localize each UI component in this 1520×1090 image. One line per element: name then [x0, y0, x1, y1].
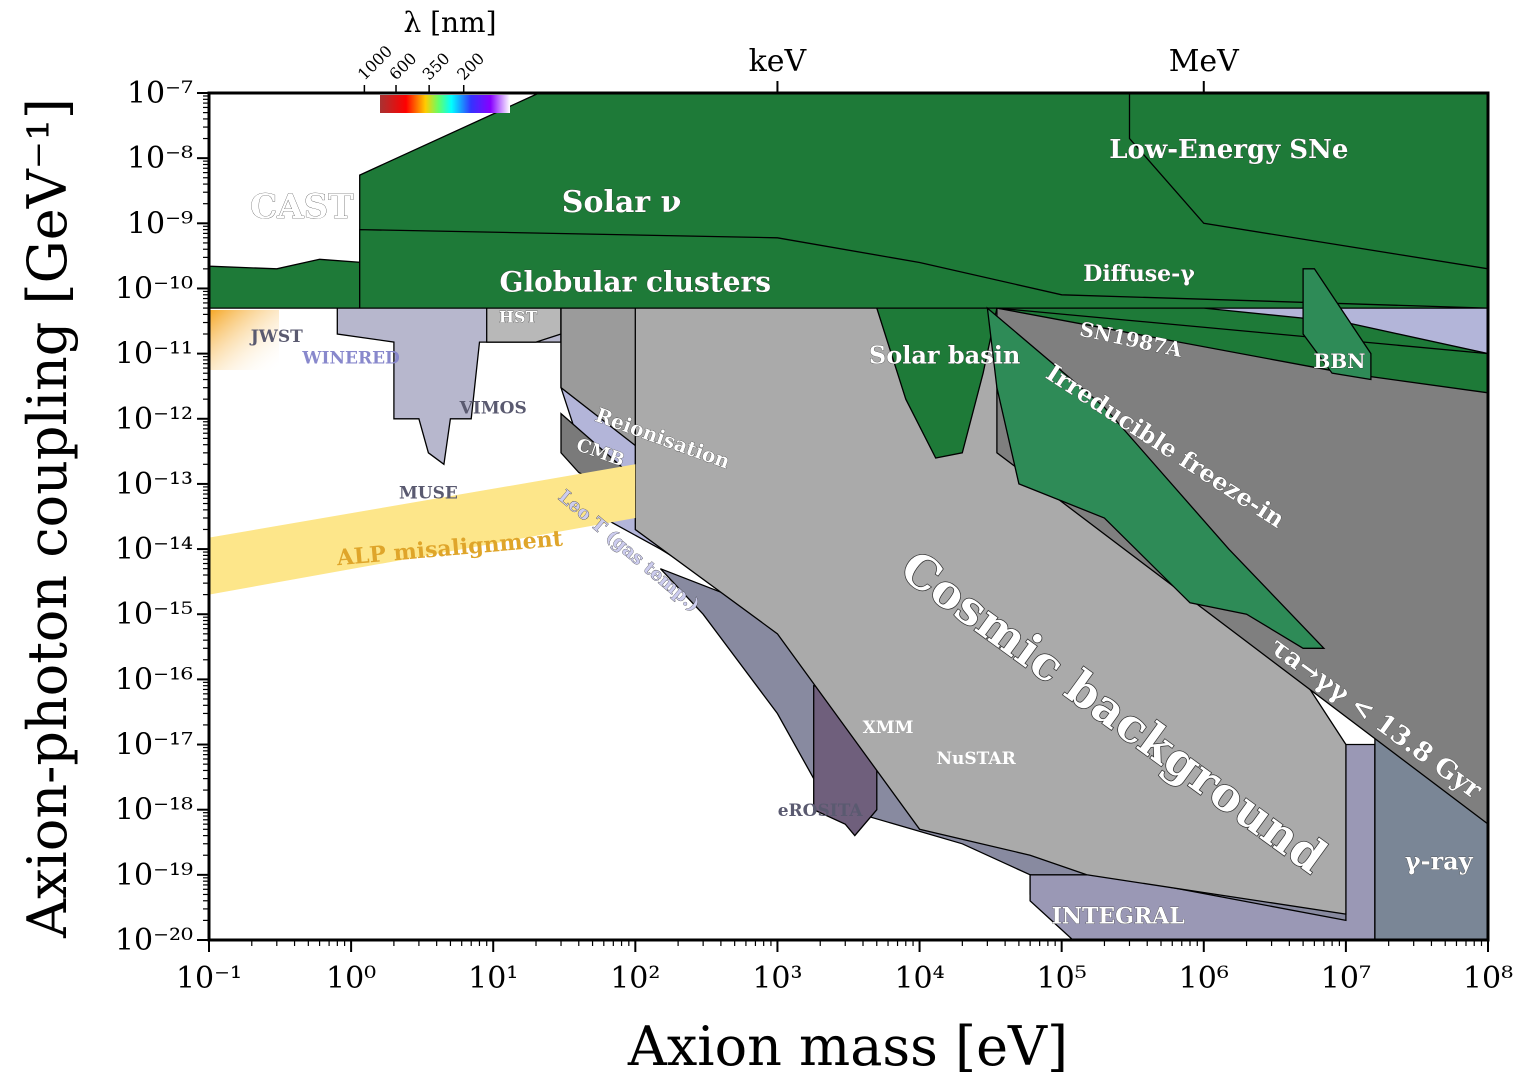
- label-xmm: XMM: [863, 718, 914, 738]
- region-alp-misalignment: [209, 464, 636, 595]
- corner-glow: [209, 310, 279, 370]
- label-winered: WINERED: [301, 349, 400, 369]
- y-axis-title: Axion-photon coupling [GeV⁻¹]: [16, 98, 79, 939]
- x-axis: 10⁻¹ 10⁰ 10¹ 10² 10³ 10⁴ 10⁵ 10⁶ 10⁷ 10⁸: [176, 940, 1513, 996]
- label-erosita: eROSITA: [778, 801, 864, 821]
- label-gamma-ray: γ-ray: [1405, 847, 1474, 876]
- y-tick-label: 10⁻¹⁴: [115, 532, 193, 567]
- x-tick-label: 10⁶: [1179, 961, 1229, 996]
- region-CAST: [209, 93, 364, 309]
- x-tick-label: 10³: [752, 961, 802, 996]
- label-hst: HST: [499, 308, 538, 327]
- label-solar-nu: Solar ν: [562, 185, 682, 220]
- x-tick-label: 10⁸: [1463, 961, 1513, 996]
- label-CAST: CAST: [250, 187, 353, 227]
- label-bbn: BBN: [1313, 349, 1365, 373]
- y-axis: 10⁻⁷ 10⁻⁸ 10⁻⁹ 10⁻¹⁰ 10⁻¹¹ 10⁻¹² 10⁻¹³ 10⁻¹⁴ 10⁻…: [115, 76, 209, 958]
- energy-tick-label: MeV: [1169, 44, 1240, 79]
- label-solar-basin: Solar basin: [869, 341, 1020, 370]
- label-integral: INTEGRAL: [1052, 903, 1185, 929]
- x-axis-title: Axion mass [eV]: [627, 1015, 1068, 1078]
- label-jwst: JWST: [249, 327, 303, 347]
- y-tick-label: 10⁻¹⁵: [115, 597, 193, 632]
- x-tick-label: 10⁻¹: [176, 961, 242, 996]
- y-tick-label: 10⁻⁸: [127, 141, 193, 176]
- wavelength-axis-title: λ [nm]: [403, 6, 496, 39]
- y-tick-label: 10⁻²⁰: [115, 923, 193, 958]
- region-hst: [486, 307, 562, 343]
- y-tick-label: 10⁻¹²: [115, 402, 193, 437]
- x-tick-label: 10⁷: [1321, 961, 1371, 996]
- wavelength-rainbow: [380, 95, 510, 113]
- label-globular-clusters: Globular clusters: [500, 265, 772, 298]
- wavelength-tick-label: 1000: [354, 42, 396, 84]
- y-tick-label: 10⁻¹³: [115, 467, 193, 502]
- x-tick-label: 10²: [610, 961, 660, 996]
- y-tick-label: 10⁻¹⁹: [115, 858, 193, 893]
- energy-tick-label: keV: [749, 44, 808, 79]
- region-low-energy-sne: [1128, 93, 1488, 270]
- y-tick-label: 10⁻¹⁸: [115, 793, 193, 828]
- y-tick-label: 10⁻¹⁷: [115, 728, 193, 763]
- x-tick-label: 10¹: [468, 961, 518, 996]
- y-tick-label: 10⁻¹⁶: [115, 662, 193, 697]
- label-nustar: NuSTAR: [936, 749, 1016, 769]
- y-tick-label: 10⁻¹¹: [115, 337, 193, 372]
- region-irreducible-freeze-in: [986, 306, 1326, 649]
- x-tick-label: 10⁰: [326, 961, 376, 996]
- y-tick-label: 10⁻⁷: [127, 76, 193, 111]
- wavelength-tick-label: 350: [419, 49, 454, 84]
- y-tick-label: 10⁻¹⁰: [115, 271, 193, 306]
- wavelength-tick-label: 200: [453, 49, 488, 84]
- plot-area: CAST Solar ν Globular clusters Low-Energy S…: [209, 93, 1488, 940]
- regions: [209, 93, 1488, 940]
- region-bbn: [1302, 268, 1372, 381]
- label-low-energy-sne: Low-Energy SNe: [1109, 135, 1348, 165]
- x-tick-label: 10⁵: [1037, 961, 1087, 996]
- label-muse: MUSE: [399, 483, 458, 503]
- label-vimos: VIMOS: [459, 399, 527, 419]
- label-diffuse-gamma: Diffuse-γ: [1083, 261, 1195, 287]
- x-tick-label: 10⁴: [894, 961, 944, 996]
- plot-frame: [207, 91, 1490, 942]
- y-tick-label: 10⁻⁹: [127, 206, 193, 241]
